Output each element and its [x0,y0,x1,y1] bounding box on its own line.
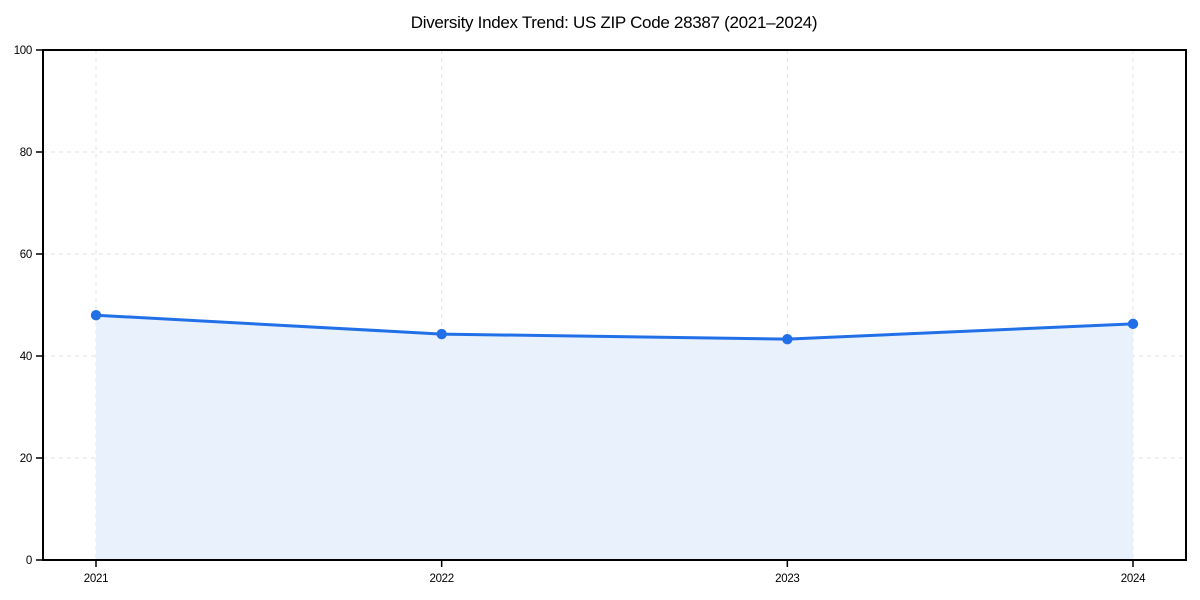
y-tick-label: 60 [20,249,32,261]
data-point-2023 [782,333,793,345]
y-tick-label: 80 [20,147,32,159]
chart-title: Diversity Index Trend: US ZIP Code 28387… [411,13,818,32]
y-tick-label: 20 [20,453,32,465]
y-tick-label: 40 [20,351,32,363]
x-tick-label: 2022 [429,573,453,585]
data-point-2024 [1127,318,1139,330]
y-tick-label: 100 [14,45,32,57]
data-point-2022 [436,328,447,340]
y-tick-label: 0 [26,555,32,567]
data-point-2021 [90,310,102,321]
x-tick-label: 2023 [775,573,799,585]
plot-border [42,49,1187,561]
x-tick-label: 2024 [1121,573,1146,585]
area-fill [96,315,1133,560]
x-tick-label: 2021 [84,573,108,585]
trend-line [94,313,1135,341]
